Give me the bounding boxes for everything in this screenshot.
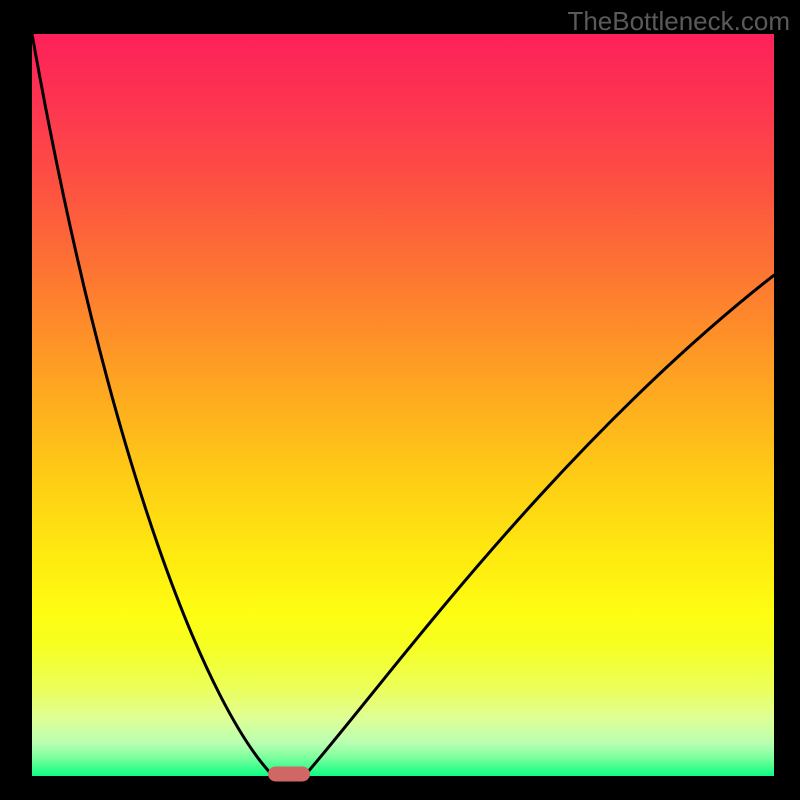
bottleneck-min-marker — [268, 766, 310, 781]
right-branch-curve — [304, 275, 774, 776]
watermark-text: TheBottleneck.com — [567, 6, 790, 37]
curve-layer — [32, 34, 774, 776]
chart-root: TheBottleneck.com — [0, 0, 800, 800]
left-branch-curve — [32, 34, 273, 776]
plot-area — [32, 34, 774, 776]
